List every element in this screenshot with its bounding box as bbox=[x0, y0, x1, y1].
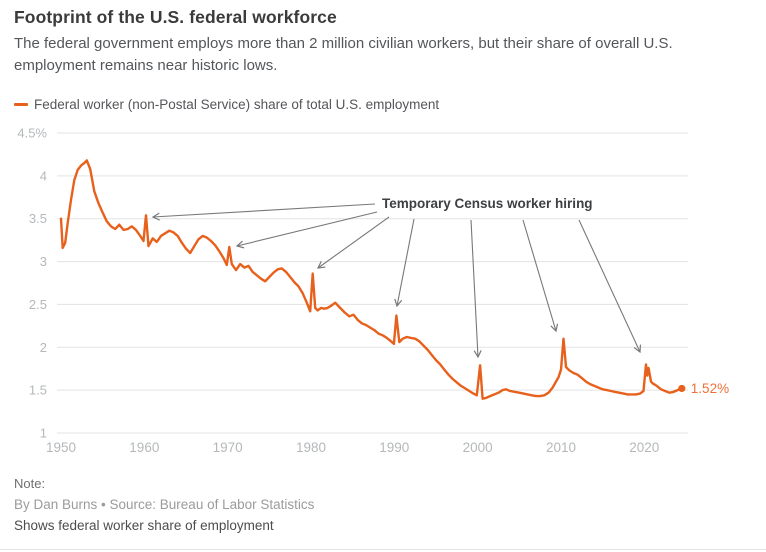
gridlines bbox=[57, 132, 688, 434]
y-tick-label: 4.5% bbox=[17, 126, 47, 141]
x-tick-label: 2000 bbox=[463, 440, 493, 455]
annotation-arrow bbox=[470, 219, 482, 359]
data-series: 1.52% bbox=[59, 159, 729, 400]
y-tick-label: 4 bbox=[40, 168, 47, 183]
y-tick-label: 2.5 bbox=[29, 297, 47, 312]
annotation-arrow bbox=[578, 219, 642, 354]
annotation-label: Temporary Census worker hiring bbox=[382, 196, 593, 211]
y-tick-label: 3 bbox=[40, 254, 47, 269]
annotation-arrow bbox=[151, 203, 376, 221]
legend: Federal worker (non-Postal Service) shar… bbox=[14, 97, 439, 112]
chart-caption: Shows federal worker share of employment bbox=[14, 518, 274, 533]
y-tick-label: 3.5 bbox=[29, 211, 47, 226]
y-tick-label: 2 bbox=[40, 340, 47, 355]
legend-label: Federal worker (non-Postal Service) shar… bbox=[34, 97, 440, 112]
y-tick-label: 1 bbox=[40, 426, 47, 441]
x-tick-label: 2020 bbox=[629, 440, 659, 455]
chart-subtitle: The federal government employs more than… bbox=[14, 35, 673, 74]
page-title: Footprint of the U.S. federal workforce bbox=[14, 7, 337, 27]
x-tick-label: 1980 bbox=[296, 440, 326, 455]
x-tick-label: 1990 bbox=[379, 440, 409, 455]
x-tick-label: 1950 bbox=[46, 440, 76, 455]
annotation-arrow bbox=[394, 218, 415, 308]
note-label: Note: bbox=[14, 476, 46, 491]
bottom-divider bbox=[0, 549, 766, 550]
x-tick-label: 2010 bbox=[546, 440, 576, 455]
series-line bbox=[59, 159, 683, 400]
series-end-dot bbox=[678, 384, 686, 393]
byline-source: By Dan Burns • Source: Bureau of Labor S… bbox=[14, 497, 315, 512]
legend-line-swatch-icon bbox=[14, 103, 28, 106]
x-tick-label: 1970 bbox=[213, 440, 243, 455]
x-tick-label: 1960 bbox=[129, 440, 159, 455]
end-value-label: 1.52% bbox=[691, 381, 729, 396]
annotation-layer: Temporary Census worker hiring bbox=[151, 196, 642, 359]
annotation-arrow bbox=[522, 219, 559, 333]
annotation-arrow bbox=[235, 211, 378, 249]
y-tick-label: 1.5 bbox=[29, 383, 47, 398]
annotation-arrow bbox=[316, 216, 390, 269]
